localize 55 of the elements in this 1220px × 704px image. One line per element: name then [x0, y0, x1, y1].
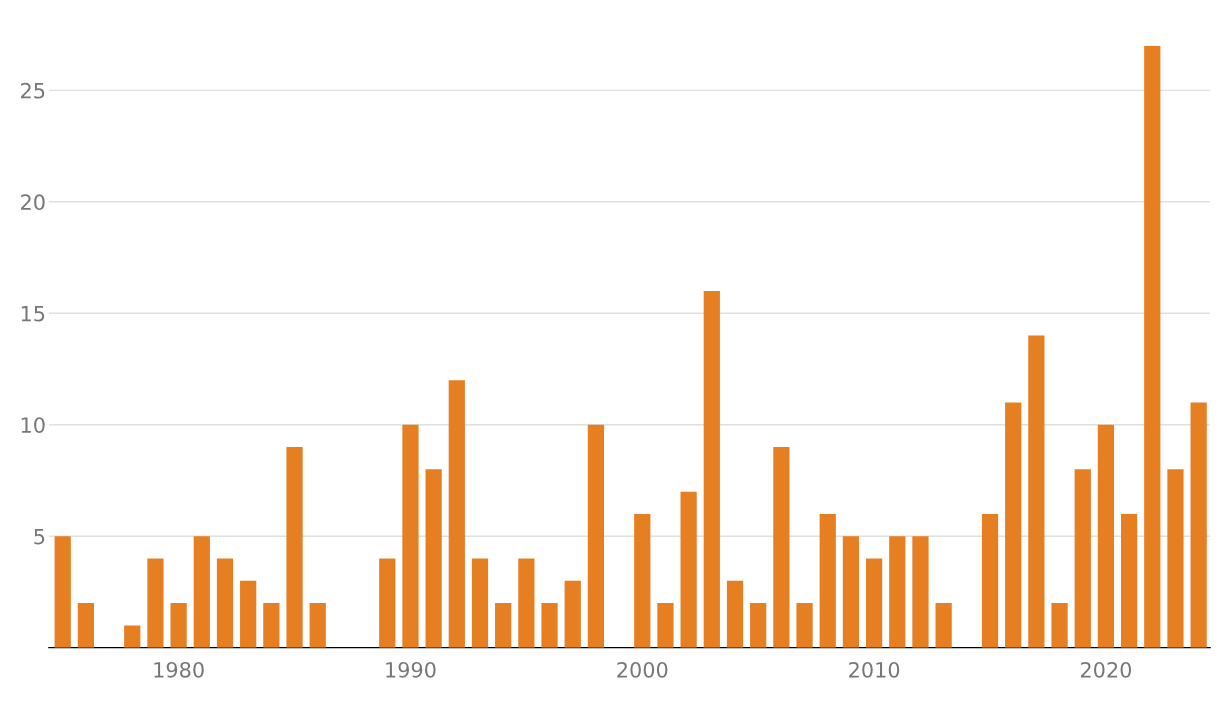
bar [703, 290, 720, 648]
bar [286, 447, 303, 648]
bar [1190, 402, 1207, 648]
bar [402, 424, 419, 648]
bar [1028, 335, 1045, 648]
bar [1120, 513, 1138, 648]
bar [448, 380, 465, 648]
bar [263, 603, 280, 648]
bar [240, 580, 257, 648]
bar [750, 603, 767, 648]
x-tick-label: 1980 [154, 661, 204, 678]
bar [471, 558, 489, 648]
bar [518, 558, 535, 648]
bar [634, 513, 651, 648]
x-tick-label: 2020 [1080, 661, 1132, 678]
bar [379, 558, 396, 648]
bar [796, 603, 813, 648]
bar [147, 558, 164, 648]
y-tick-label: 15 [21, 306, 45, 322]
x-tick-label: 2010 [849, 661, 900, 678]
bar [726, 580, 744, 648]
bar [309, 603, 326, 648]
bar [425, 469, 442, 648]
bar [1005, 402, 1022, 648]
bar [1051, 603, 1068, 648]
bar [819, 513, 836, 648]
bar [1167, 469, 1184, 648]
x-tick-label: 1990 [386, 661, 436, 678]
bar [842, 536, 860, 648]
bar [1074, 469, 1091, 648]
bar [54, 536, 71, 648]
bar [889, 536, 906, 648]
bar [1097, 424, 1115, 648]
bar [124, 625, 141, 648]
bar [587, 424, 605, 648]
bar [216, 558, 234, 648]
y-tick-label: 5 [34, 528, 45, 545]
y-tick-label: 10 [21, 417, 45, 433]
bar [935, 603, 952, 648]
bar [912, 536, 929, 648]
bar [193, 536, 210, 648]
bar [77, 603, 95, 648]
y-tick-label: 25 [21, 82, 45, 99]
x-tick-label: 2000 [617, 661, 668, 678]
bar [564, 580, 581, 648]
bar [1144, 45, 1161, 648]
bar [680, 491, 697, 648]
bar [865, 558, 883, 648]
bar [170, 603, 187, 648]
bar [773, 447, 790, 648]
bar [541, 603, 558, 648]
y-tick-label: 20 [21, 194, 45, 211]
bar [657, 603, 674, 648]
bar [981, 513, 999, 648]
bar [495, 603, 512, 648]
